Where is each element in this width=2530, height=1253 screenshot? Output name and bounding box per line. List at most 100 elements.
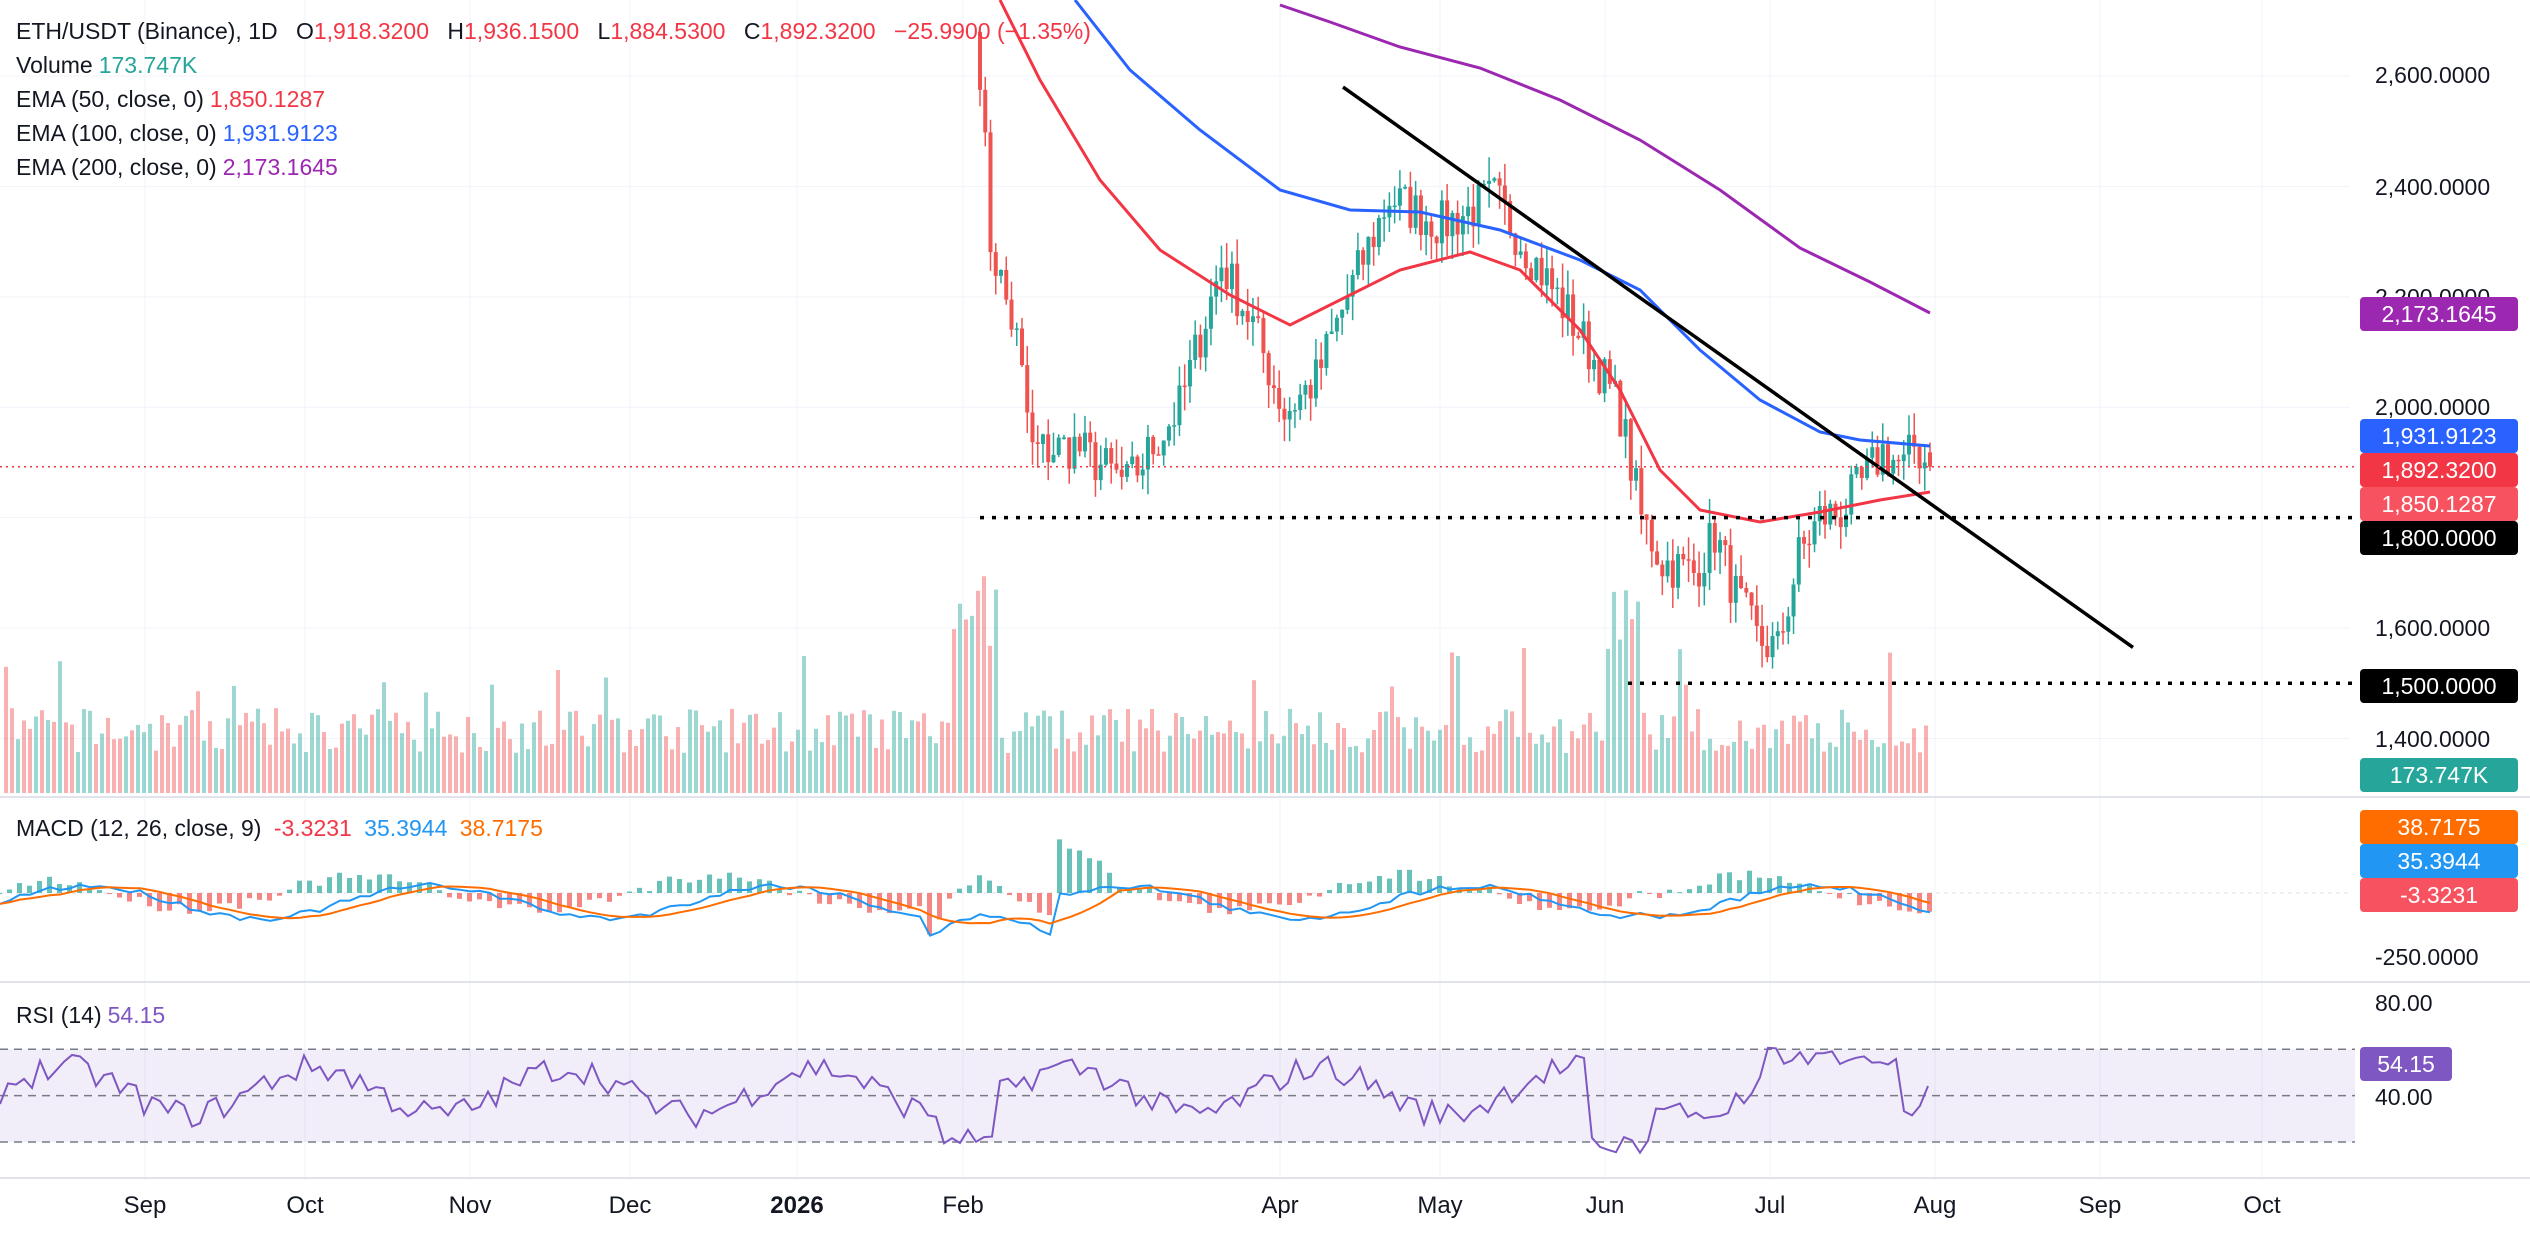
volume-label: Volume bbox=[16, 52, 93, 78]
macd-hist-bar bbox=[1187, 893, 1192, 903]
ema50-value: 1,850.1287 bbox=[209, 86, 326, 112]
volume-bar bbox=[1822, 751, 1826, 793]
macd-legend[interactable]: MACD (12, 26, close, 9) -3.3231 35.3944 … bbox=[16, 811, 543, 845]
ema200-value: 2,173.1645 bbox=[222, 154, 338, 180]
signal-line bbox=[0, 885, 1931, 925]
volume-bar bbox=[1834, 746, 1838, 793]
volume-bar bbox=[1324, 742, 1328, 793]
price-tick-label: 1,400.0000 bbox=[2375, 726, 2491, 752]
macd-hist-bar bbox=[1817, 891, 1822, 893]
candle-body bbox=[1077, 436, 1082, 452]
volume-bar bbox=[514, 752, 518, 793]
rsi-legend[interactable]: RSI (14) 54.15 bbox=[16, 998, 165, 1032]
candle-body bbox=[1581, 321, 1586, 339]
macd-hist-bar bbox=[867, 893, 872, 913]
volume-bar bbox=[70, 724, 74, 793]
macd-hist-bar bbox=[1827, 893, 1832, 894]
candle-body bbox=[1817, 506, 1822, 522]
volume-bar bbox=[1468, 737, 1472, 793]
time-label: Sep bbox=[2078, 1192, 2122, 1219]
volume-bar bbox=[1534, 743, 1538, 793]
volume-bar bbox=[1474, 751, 1478, 793]
level-1500-badge: 1,500.0000 bbox=[2360, 669, 2518, 703]
volume-bar bbox=[1000, 737, 1004, 793]
volume-bar bbox=[1246, 748, 1250, 793]
candle-body bbox=[1859, 466, 1864, 478]
volume-bars bbox=[4, 576, 1928, 793]
volume-legend[interactable]: Volume 173.747K bbox=[16, 48, 197, 82]
macd-hist-bar bbox=[237, 893, 242, 909]
volume-bar bbox=[136, 724, 140, 793]
candle-body bbox=[1922, 462, 1927, 469]
candle-body bbox=[1670, 560, 1675, 588]
candle-body bbox=[1718, 540, 1723, 553]
time-label: Feb bbox=[942, 1192, 984, 1219]
volume-bar bbox=[208, 721, 212, 793]
candle-body bbox=[1271, 385, 1276, 389]
volume-bar bbox=[1150, 709, 1154, 793]
candle-body bbox=[1382, 217, 1387, 219]
volume-bar bbox=[592, 724, 596, 793]
volume-bar bbox=[340, 723, 344, 793]
volume-bar bbox=[22, 720, 26, 793]
macd-hist-bar bbox=[1497, 893, 1502, 895]
volume-bar bbox=[1762, 724, 1766, 793]
volume-bar bbox=[1858, 739, 1862, 793]
volume-bar bbox=[58, 661, 62, 793]
candle-body bbox=[1597, 359, 1602, 394]
volume-bar bbox=[442, 736, 446, 793]
volume-bar bbox=[1042, 710, 1046, 793]
volume-bar bbox=[1780, 720, 1784, 793]
macd-hist-bar bbox=[1707, 884, 1712, 893]
volume-bar bbox=[718, 720, 722, 793]
volume-bar bbox=[556, 670, 560, 793]
ema200-legend[interactable]: EMA (200, close, 0) 2,173.1645 bbox=[16, 150, 338, 184]
candle-body bbox=[1571, 294, 1576, 336]
volume-bar bbox=[586, 746, 590, 793]
volume-bar bbox=[1378, 712, 1382, 793]
macd-hist-bar bbox=[1537, 893, 1542, 910]
macd-hist-bar bbox=[487, 893, 492, 902]
macd-hist-bar bbox=[1567, 893, 1572, 909]
volume-bar bbox=[508, 739, 512, 793]
volume-bar bbox=[1306, 725, 1310, 793]
volume-bar bbox=[1192, 738, 1196, 793]
volume-bar bbox=[220, 749, 224, 793]
macd-hist-bar bbox=[187, 893, 192, 914]
volume-bar bbox=[226, 718, 230, 793]
symbol-label[interactable]: ETH/USDT (Binance), 1D bbox=[16, 18, 278, 44]
macd-hist-bar bbox=[1467, 889, 1472, 893]
volume-bar bbox=[460, 752, 464, 793]
macd-hist-bar bbox=[1797, 883, 1802, 893]
volume-bar bbox=[694, 710, 698, 793]
candle-body bbox=[1676, 553, 1681, 588]
volume-bar bbox=[262, 723, 266, 793]
candle-body bbox=[1103, 448, 1108, 465]
volume-bar bbox=[1624, 590, 1628, 793]
volume-bar bbox=[1498, 721, 1502, 793]
candle-body bbox=[1723, 540, 1728, 546]
time-label: Aug bbox=[1913, 1192, 1957, 1219]
macd-hist-bar bbox=[1307, 893, 1312, 896]
macd-signal-badge: 38.7175 bbox=[2360, 810, 2518, 844]
candle-body bbox=[1056, 437, 1061, 455]
ema50-legend[interactable]: EMA (50, close, 0) 1,850.1287 bbox=[16, 82, 325, 116]
low-label: L bbox=[597, 18, 611, 44]
candle-body bbox=[1849, 474, 1854, 515]
volume-bar bbox=[1552, 726, 1556, 793]
volume-bar bbox=[958, 603, 962, 793]
candle-body bbox=[1376, 217, 1381, 248]
candle-body bbox=[1397, 188, 1402, 206]
ema100-legend[interactable]: EMA (100, close, 0) 1,931.9123 bbox=[16, 116, 338, 150]
ohlc-legend: ETH/USDT (Binance), 1D O1,918.3200 H1,93… bbox=[16, 14, 1091, 48]
pane-separators[interactable] bbox=[0, 796, 2530, 1179]
volume-bar bbox=[874, 747, 878, 793]
volume-bar bbox=[1414, 717, 1418, 793]
volume-bar bbox=[1354, 745, 1358, 793]
macd-hist-bar bbox=[1137, 887, 1142, 893]
candle-body bbox=[1754, 605, 1759, 626]
volume-bar bbox=[808, 750, 812, 793]
candle-body bbox=[1140, 469, 1145, 476]
macd-hist-bar bbox=[1857, 893, 1862, 906]
